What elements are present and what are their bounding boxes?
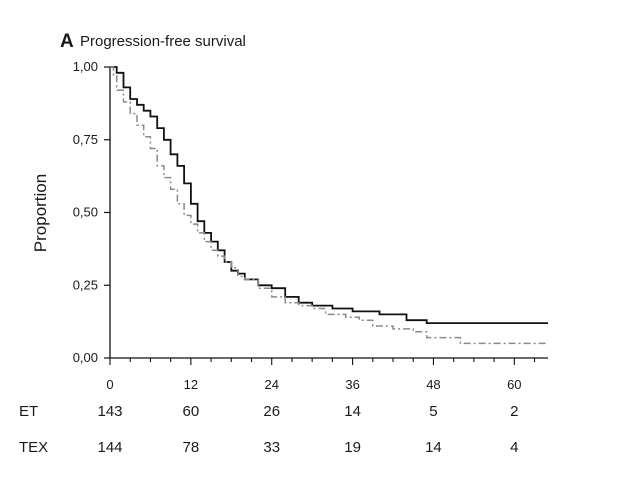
risk-row-label: TEX bbox=[19, 439, 48, 456]
y-tick-label: 0,50 bbox=[73, 205, 98, 220]
survival-curve-et bbox=[110, 66, 548, 324]
survival-curve-tex bbox=[110, 66, 548, 345]
x-tick-label: 0 bbox=[106, 377, 113, 392]
risk-row-label: ET bbox=[19, 403, 38, 420]
risk-count: 143 bbox=[97, 403, 122, 420]
risk-count: 144 bbox=[97, 439, 122, 456]
x-tick-label: 60 bbox=[507, 377, 521, 392]
risk-count: 33 bbox=[263, 439, 280, 456]
risk-count: 4 bbox=[510, 439, 518, 456]
risk-count: 2 bbox=[510, 403, 518, 420]
y-tick-label: 0,75 bbox=[73, 132, 98, 147]
risk-count: 14 bbox=[344, 403, 361, 420]
risk-count: 78 bbox=[183, 439, 200, 456]
x-tick-label: 24 bbox=[264, 377, 278, 392]
x-tick-label: 48 bbox=[426, 377, 440, 392]
x-tick-label: 36 bbox=[345, 377, 359, 392]
risk-count: 60 bbox=[183, 403, 200, 420]
y-tick-label: 0,25 bbox=[73, 277, 98, 292]
survival-curves bbox=[110, 66, 548, 345]
panel-label: A bbox=[60, 31, 74, 52]
x-tick-label: 12 bbox=[184, 377, 198, 392]
y-tick-label: 0,00 bbox=[73, 350, 98, 365]
risk-count: 14 bbox=[425, 439, 442, 456]
risk-count: 26 bbox=[263, 403, 280, 420]
axes: 0,00 0,25 0,50 0,75 1,00 0 12 24 36 48 60 bbox=[73, 59, 548, 392]
risk-count: 19 bbox=[344, 439, 361, 456]
y-axis-label: Proportion bbox=[31, 174, 50, 252]
y-tick-label: 1,00 bbox=[73, 59, 98, 74]
risk-count: 5 bbox=[429, 403, 437, 420]
chart-title: Progression-free survival bbox=[80, 33, 246, 50]
